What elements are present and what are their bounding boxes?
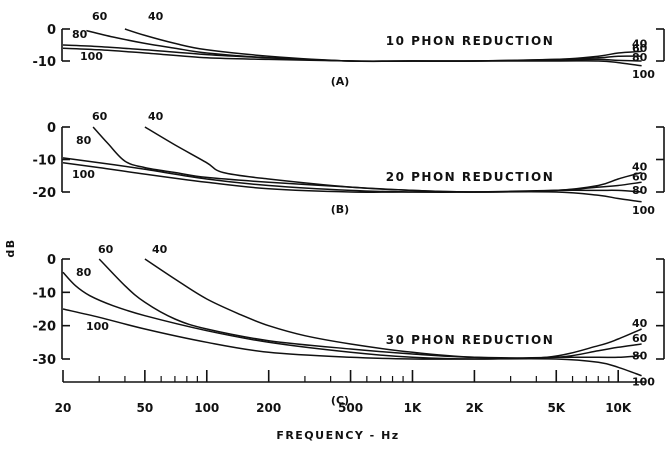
curve-label-100-left: 100 bbox=[86, 320, 109, 333]
x-axis: 20 50 100 200 500 1K 2K 5K 10K FREQUENCY - Hz bbox=[55, 370, 645, 442]
y-tick-label: -10 bbox=[33, 286, 57, 301]
y-tick-label: -10 bbox=[33, 154, 57, 169]
curve-label-40-right: 40 bbox=[632, 317, 648, 330]
curve-40-phon bbox=[144, 258, 642, 360]
curve-label-100-right: 100 bbox=[632, 68, 655, 81]
curve-label-40-left: 40 bbox=[148, 10, 164, 23]
x-tick-label: 20 bbox=[55, 401, 72, 415]
y-tick-label: 0 bbox=[47, 23, 56, 38]
x-tick-label: 200 bbox=[256, 401, 281, 415]
panel-title: 10 PHON REDUCTION bbox=[386, 34, 554, 48]
curve-40-phon bbox=[124, 28, 642, 63]
panel-title: 20 PHON REDUCTION bbox=[386, 170, 554, 184]
panel-id: (C) bbox=[331, 394, 349, 407]
y-tick-label: 0 bbox=[47, 253, 56, 268]
y-axis-title: dB bbox=[4, 238, 17, 257]
curve-60-phon bbox=[92, 126, 642, 193]
x-tick-label: 1K bbox=[404, 401, 422, 415]
panel-title: 30 PHON REDUCTION bbox=[386, 333, 554, 347]
y-tick-label: -10 bbox=[33, 55, 57, 70]
curve-label-60-right: 60 bbox=[632, 332, 648, 345]
curve-label-40-left: 40 bbox=[148, 110, 164, 123]
curve-label-60-right: 60 bbox=[632, 170, 648, 183]
curve-100-phon bbox=[62, 162, 642, 203]
x-axis-title: FREQUENCY - Hz bbox=[276, 429, 399, 442]
curve-label-80-left: 80 bbox=[76, 134, 92, 147]
y-tick-label: 0 bbox=[47, 121, 56, 136]
curve-label-40-left: 40 bbox=[152, 243, 168, 256]
curve-label-80-right: 80 bbox=[632, 51, 648, 64]
x-tick-label: 500 bbox=[338, 401, 363, 415]
curve-label-40-right: 40 bbox=[632, 161, 648, 174]
curve-label-100-left: 100 bbox=[80, 50, 103, 63]
curve-label-100-right: 100 bbox=[632, 204, 655, 217]
curve-label-60-left: 60 bbox=[92, 110, 108, 123]
curve-60-phon bbox=[98, 258, 642, 359]
curve-label-80-left: 80 bbox=[72, 28, 88, 41]
curve-label-60-left: 60 bbox=[98, 243, 114, 256]
x-tick-label: 100 bbox=[194, 401, 219, 415]
x-tick-label: 50 bbox=[137, 401, 154, 415]
curve-label-80-left: 80 bbox=[76, 266, 92, 279]
curve-100-phon bbox=[62, 47, 642, 67]
curve-80-phon bbox=[62, 271, 642, 360]
panel-id: (A) bbox=[331, 75, 350, 88]
panel-id: (B) bbox=[331, 203, 349, 216]
y-tick-label: -20 bbox=[33, 186, 57, 201]
curve-label-80-right: 80 bbox=[632, 350, 648, 363]
x-tick-label: 2K bbox=[466, 401, 484, 415]
curve-label-80-right: 80 bbox=[632, 184, 648, 197]
curve-label-40-right: 40 bbox=[632, 37, 648, 50]
curve-label-60-right: 60 bbox=[632, 42, 648, 55]
curve-100-phon bbox=[62, 308, 642, 377]
y-tick-label: -20 bbox=[33, 320, 57, 335]
curve-label-100-left: 100 bbox=[72, 168, 95, 181]
y-tick-label: -30 bbox=[33, 353, 57, 368]
curve-label-60-left: 60 bbox=[92, 10, 108, 23]
x-tick-label: 5K bbox=[547, 401, 565, 415]
curve-60-phon bbox=[86, 29, 642, 62]
x-tick-label: 10K bbox=[605, 401, 632, 415]
